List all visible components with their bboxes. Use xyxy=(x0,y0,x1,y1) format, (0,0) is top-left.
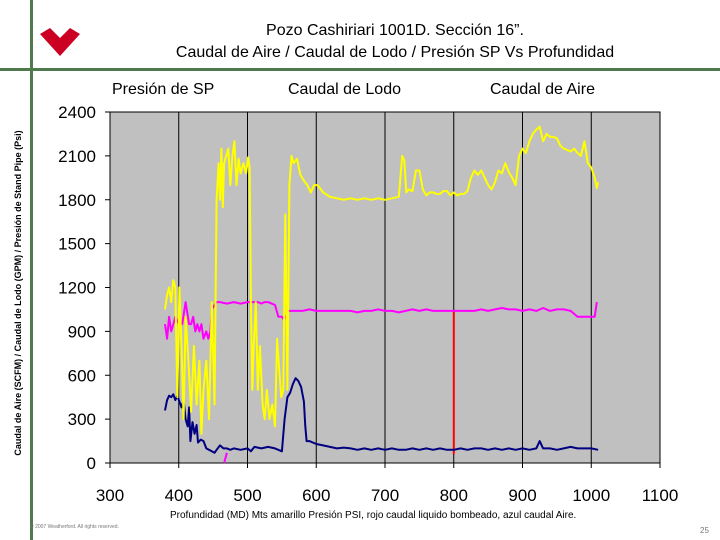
decorative-vertical-rule xyxy=(30,0,33,540)
y-tick-label: 1200 xyxy=(58,279,96,298)
y-tick-label: 1500 xyxy=(58,235,96,254)
magenta-low-470 xyxy=(223,452,228,464)
legend-item-lodo: Caudal de Lodo xyxy=(288,81,401,98)
x-tick-label: 800 xyxy=(440,486,468,505)
legend-item-presion: Presión de SP xyxy=(112,81,215,98)
x-axis-caption: Profundidad (MD) Mts amarillo Presión PS… xyxy=(170,510,577,521)
y-tick-label: 300 xyxy=(68,410,96,429)
red-v-chevron-logo-icon xyxy=(40,28,80,56)
x-tick-label: 300 xyxy=(96,486,124,505)
series-line-caudal-lodo xyxy=(164,301,598,340)
x-tick-label: 400 xyxy=(165,486,193,505)
y-tick-label: 0 xyxy=(87,454,96,473)
series-line-presion-sp xyxy=(164,125,600,435)
legend-item-aire: Caudal de Aire xyxy=(490,81,595,98)
chart-title-line2: Caudal de Aire / Caudal de Lodo / Presió… xyxy=(175,44,615,61)
chart-title-line1: Pozo Cashiriari 1001D. Sección 16”. xyxy=(266,22,524,39)
series-line-caudal-aire xyxy=(164,377,599,454)
y-tick-label: 900 xyxy=(68,322,96,341)
y-tick-label: 2400 xyxy=(58,103,96,122)
copyright-text: © 2007 Weatherford. All rights reserved. xyxy=(30,524,119,530)
y-tick-label: 600 xyxy=(68,366,96,385)
page-number: 25 xyxy=(700,526,709,535)
chart-title: Pozo Cashiriari 1001D. Sección 16”. Caud… xyxy=(100,20,690,64)
x-tick-label: 700 xyxy=(371,486,399,505)
decorative-horizontal-rule xyxy=(0,68,720,71)
x-tick-label: 500 xyxy=(233,486,261,505)
x-tick-label: 600 xyxy=(302,486,330,505)
y-tick-label: 2100 xyxy=(58,147,96,166)
y-tick-label: 1800 xyxy=(58,191,96,210)
x-tick-label: 1100 xyxy=(642,486,679,505)
x-tick-label: 900 xyxy=(508,486,536,505)
x-tick-label: 1000 xyxy=(572,486,610,505)
